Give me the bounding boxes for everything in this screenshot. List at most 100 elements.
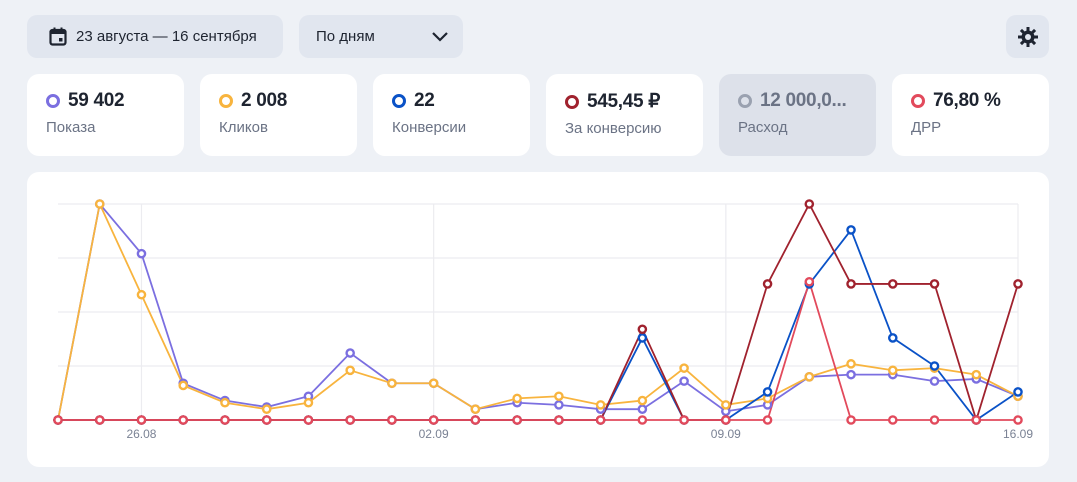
- metric-label: ДРР: [911, 119, 942, 136]
- series-marker-icon: [738, 94, 752, 108]
- series-marker-icon: [392, 94, 406, 108]
- data-point[interactable]: [637, 415, 648, 425]
- metric-label: Расход: [738, 119, 788, 136]
- metric-label: Конверсии: [392, 119, 467, 136]
- data-point[interactable]: [887, 333, 898, 343]
- metric-label: Показа: [46, 119, 96, 136]
- data-point[interactable]: [94, 415, 105, 425]
- series-marker-icon: [46, 94, 60, 108]
- metric-card[interactable]: 545,45 ₽ За конверсию: [546, 74, 703, 156]
- data-point[interactable]: [136, 289, 147, 300]
- data-point[interactable]: [846, 359, 856, 369]
- data-point[interactable]: [929, 376, 940, 386]
- metric-card[interactable]: 2 008 Кликов: [200, 74, 357, 156]
- data-point[interactable]: [345, 415, 355, 425]
- data-point[interactable]: [512, 393, 522, 404]
- data-point[interactable]: [637, 333, 648, 343]
- line-chart[interactable]: 26.08 02.09 09.09 16.09: [27, 172, 1049, 467]
- data-point[interactable]: [1013, 415, 1023, 425]
- metric-value: 76,80 %: [933, 90, 1001, 111]
- metric-value: 12 000,0...: [760, 90, 847, 111]
- metric-label: За конверсию: [565, 120, 662, 137]
- metric-value: 2 008: [241, 90, 288, 111]
- data-point[interactable]: [220, 397, 230, 408]
- metric-label: Кликов: [219, 119, 268, 136]
- series-marker-icon: [565, 94, 579, 109]
- x-tick-label: 09.09: [711, 427, 741, 441]
- metric-card[interactable]: 22 Конверсии: [373, 74, 530, 156]
- data-point[interactable]: [94, 199, 105, 209]
- data-point[interactable]: [637, 395, 648, 406]
- data-point[interactable]: [929, 361, 940, 371]
- data-point[interactable]: [846, 225, 856, 235]
- series-marker-icon: [219, 94, 233, 108]
- calendar-icon: [49, 27, 67, 46]
- data-point[interactable]: [303, 415, 314, 425]
- series-line: [58, 278, 1018, 421]
- data-point[interactable]: [804, 276, 815, 287]
- data-point[interactable]: [261, 404, 272, 414]
- data-point[interactable]: [470, 404, 481, 414]
- grouping-label: По дням: [316, 28, 375, 45]
- data-point[interactable]: [261, 415, 272, 425]
- data-point[interactable]: [428, 415, 439, 425]
- data-point[interactable]: [846, 279, 856, 289]
- data-point[interactable]: [887, 365, 898, 376]
- chevron-down-icon: [431, 31, 449, 43]
- data-point[interactable]: [679, 363, 689, 373]
- x-tick-label: 26.08: [126, 427, 156, 441]
- data-point[interactable]: [887, 279, 898, 289]
- data-point[interactable]: [303, 397, 314, 408]
- data-point[interactable]: [554, 391, 564, 402]
- data-point[interactable]: [554, 400, 564, 410]
- data-point[interactable]: [136, 248, 147, 259]
- data-point[interactable]: [804, 371, 815, 382]
- metric-card[interactable]: 76,80 % ДРР: [892, 74, 1049, 156]
- data-point[interactable]: [387, 378, 397, 389]
- data-point[interactable]: [53, 415, 63, 425]
- data-point[interactable]: [846, 415, 856, 425]
- chart-panel: 26.08 02.09 09.09 16.09: [27, 172, 1049, 467]
- data-point[interactable]: [428, 378, 439, 389]
- data-point[interactable]: [470, 415, 481, 425]
- data-point[interactable]: [1013, 387, 1023, 397]
- data-point[interactable]: [595, 400, 606, 410]
- metric-value: 22: [414, 90, 435, 111]
- data-point[interactable]: [971, 415, 982, 425]
- data-point[interactable]: [387, 415, 397, 425]
- data-point[interactable]: [929, 415, 940, 425]
- data-point[interactable]: [1013, 279, 1023, 289]
- data-point[interactable]: [136, 415, 147, 425]
- data-point[interactable]: [762, 415, 773, 425]
- data-point[interactable]: [762, 279, 773, 289]
- data-point[interactable]: [637, 324, 648, 335]
- data-point[interactable]: [929, 279, 940, 289]
- x-tick-label: 02.09: [419, 427, 449, 441]
- series-line: [57, 201, 1019, 421]
- data-point[interactable]: [971, 369, 982, 380]
- data-point[interactable]: [679, 415, 689, 425]
- data-point[interactable]: [721, 415, 731, 425]
- data-point[interactable]: [595, 415, 606, 425]
- series-line: [57, 201, 1019, 421]
- data-point[interactable]: [345, 365, 355, 376]
- x-tick-label: 16.09: [1003, 427, 1033, 441]
- date-range-button[interactable]: 23 августа — 16 сентября: [27, 15, 283, 58]
- metric-card[interactable]: 12 000,0... Расход: [719, 74, 876, 156]
- grouping-select[interactable]: По дням: [299, 15, 463, 58]
- settings-button[interactable]: [1006, 15, 1049, 58]
- data-point[interactable]: [721, 400, 731, 410]
- metric-card[interactable]: 59 402 Показа: [27, 74, 184, 156]
- data-point[interactable]: [178, 380, 189, 391]
- data-point[interactable]: [846, 369, 856, 380]
- data-point[interactable]: [887, 415, 898, 425]
- data-point[interactable]: [804, 199, 815, 209]
- data-point[interactable]: [345, 348, 355, 358]
- data-point[interactable]: [554, 415, 564, 425]
- data-point[interactable]: [679, 376, 689, 386]
- data-point[interactable]: [512, 415, 522, 425]
- data-point[interactable]: [637, 404, 648, 414]
- data-point[interactable]: [220, 415, 230, 425]
- data-point[interactable]: [178, 415, 189, 425]
- data-point[interactable]: [762, 387, 773, 397]
